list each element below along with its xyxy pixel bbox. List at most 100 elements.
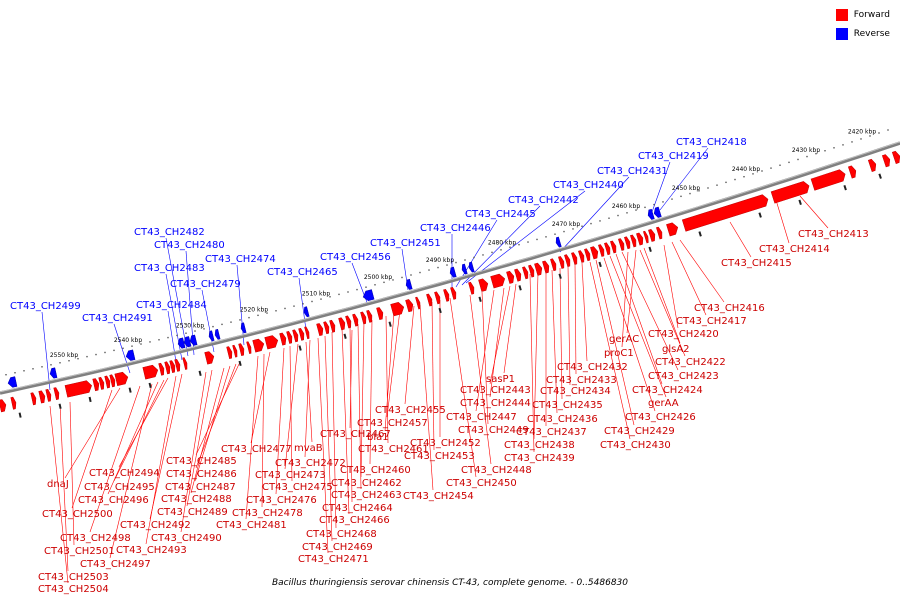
scale-dot <box>500 249 502 251</box>
forward-gene <box>298 327 305 341</box>
forward-gene <box>514 268 522 282</box>
scale-dot <box>716 184 718 186</box>
scale-dot <box>131 345 133 347</box>
forward-leader-line <box>145 375 177 545</box>
forward-gene <box>338 317 346 331</box>
gene-mark <box>878 173 882 179</box>
forward-leader-line <box>643 247 681 344</box>
kbp-tick-label: 2550 kbp <box>50 352 78 359</box>
scale-dot <box>41 366 43 368</box>
map-caption: Bacillus thuringiensis serovar chinensis… <box>271 578 629 588</box>
forward-leader-line <box>559 267 563 400</box>
forward-gene <box>104 375 111 389</box>
gene-mark <box>598 261 602 268</box>
forward-gene <box>810 169 846 191</box>
scale-dot <box>536 238 538 241</box>
reverse-leader-line <box>201 289 215 353</box>
kbp-tick-label: 2460 kbp <box>612 203 640 210</box>
scale-dot <box>761 170 763 172</box>
reverse-gene-label: CT43_CH2499 <box>10 301 81 312</box>
forward-gene <box>352 313 359 327</box>
forward-gene <box>390 302 405 317</box>
scale-dot <box>662 201 664 203</box>
forward-gene-label: mvaB <box>294 443 323 454</box>
forward-gene <box>109 374 116 388</box>
scale-dot <box>644 206 646 209</box>
forward-gene <box>770 181 810 204</box>
forward-gene <box>542 260 550 274</box>
forward-leader-line <box>250 351 271 444</box>
forward-leader-line <box>469 294 492 465</box>
scale-dot <box>275 310 277 312</box>
forward-gene-label: bla1 <box>367 432 389 443</box>
forward-gene-label: CT43_CH2453 <box>404 451 475 462</box>
scale-dot <box>149 341 151 343</box>
forward-gene <box>304 326 310 340</box>
reverse-gene <box>303 306 310 318</box>
forward-gene-label: CT43_CH2501 <box>44 546 115 557</box>
reverse-gene <box>177 337 186 349</box>
scale-dot <box>734 178 736 181</box>
forward-gene-label: CT43_CH2496 <box>78 495 149 506</box>
scale-dot <box>437 266 439 269</box>
forward-leader-line <box>475 289 495 412</box>
forward-gene <box>847 165 857 179</box>
forward-gene-label: CT43_CH2449 <box>458 425 529 436</box>
forward-leader-line <box>626 249 637 334</box>
forward-leader-line <box>324 335 333 542</box>
forward-gene-label: CT43_CH2423 <box>648 371 719 382</box>
scale-dot <box>554 233 556 235</box>
gene-mark <box>58 403 62 409</box>
scale-dot <box>725 181 727 184</box>
forward-gene <box>360 311 367 325</box>
forward-gene <box>292 329 299 343</box>
legend: Forward Reverse <box>835 8 890 46</box>
kbp-tick-label: 2430 kbp <box>792 147 820 154</box>
forward-leader-line <box>305 341 313 443</box>
forward-leader-line <box>284 343 299 470</box>
forward-leader-line <box>603 257 656 412</box>
forward-gene <box>550 258 557 272</box>
gene-mark <box>388 321 392 327</box>
forward-leader-line <box>304 339 311 458</box>
scale-dot <box>329 296 331 298</box>
forward-gene-label: CT43_CH2481 <box>216 520 287 531</box>
forward-gene <box>114 371 129 387</box>
scale-dot <box>680 195 682 198</box>
forward-gene-label: CT43_CH2454 <box>403 491 474 502</box>
forward-leader-line <box>317 337 329 554</box>
legend-label-reverse: Reverse <box>853 29 890 39</box>
forward-gene <box>636 232 644 246</box>
forward-leader-line <box>64 387 121 479</box>
forward-gene <box>564 254 571 268</box>
forward-gene-label: CT43_CH2493 <box>116 545 187 556</box>
reverse-leader-line <box>559 176 630 253</box>
forward-leader-line <box>49 405 69 584</box>
scale-dot <box>887 129 889 131</box>
forward-leader-line <box>729 221 752 258</box>
scale-dot <box>635 209 637 211</box>
forward-gene <box>252 338 265 353</box>
scale-dot <box>797 158 799 161</box>
scale-dot <box>32 368 34 370</box>
forward-leader-line <box>190 367 225 494</box>
reverse-leader-line <box>461 205 541 286</box>
scale-dot <box>464 259 466 261</box>
legend-label-forward: Forward <box>853 10 890 20</box>
forward-leader-line <box>489 285 511 385</box>
forward-leader-line <box>107 381 159 495</box>
forward-gene <box>506 270 515 284</box>
forward-gene-label: sasP1 <box>486 374 515 385</box>
gene-mark <box>88 396 92 403</box>
scale-dot <box>770 167 772 169</box>
forward-gene-label: CT43_CH2503 <box>38 572 109 583</box>
forward-leader-line <box>331 331 337 529</box>
forward-leader-line <box>349 325 353 503</box>
legend-item-reverse: Reverse <box>835 27 890 41</box>
forward-gene <box>376 307 384 321</box>
kbp-tick-label: 2510 kbp <box>302 290 330 297</box>
scale-dot <box>482 254 484 256</box>
scale-dot <box>428 269 430 271</box>
reverse-gene <box>653 206 662 218</box>
forward-leader-line <box>481 291 489 425</box>
